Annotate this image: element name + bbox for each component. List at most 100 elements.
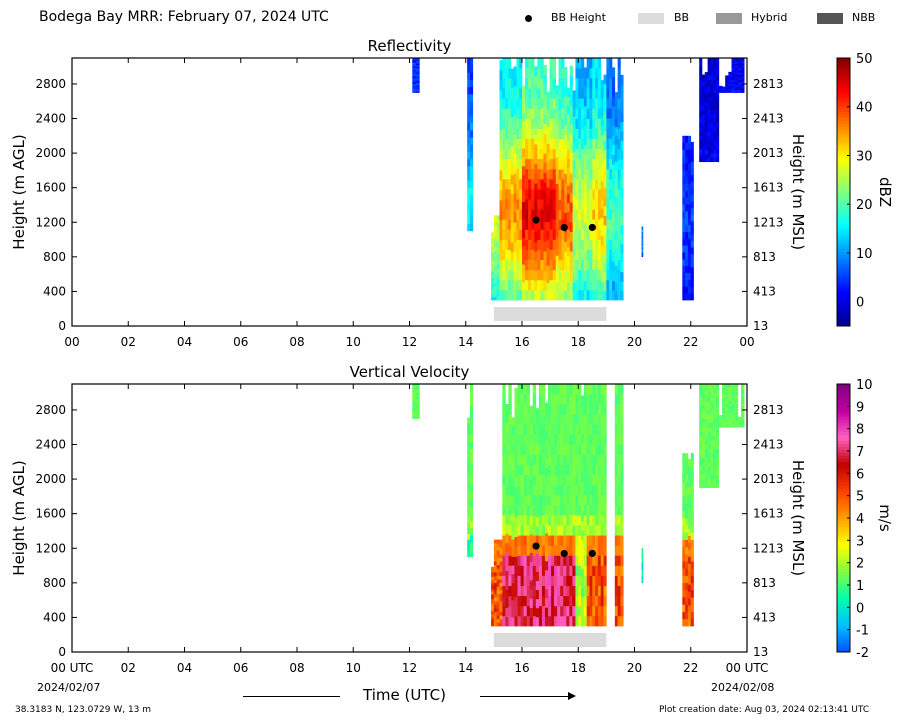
data-cell bbox=[704, 448, 708, 454]
data-cell bbox=[491, 291, 495, 295]
data-cell bbox=[549, 158, 553, 170]
colorbar-segment bbox=[837, 598, 850, 602]
data-cell bbox=[685, 597, 689, 605]
data-cell bbox=[690, 207, 694, 215]
data-cell bbox=[690, 481, 694, 490]
data-cell bbox=[737, 425, 742, 427]
data-cell bbox=[505, 515, 509, 525]
data-cell bbox=[554, 474, 558, 486]
data-cell bbox=[710, 88, 714, 93]
data-cell bbox=[507, 78, 512, 89]
data-cell bbox=[532, 474, 537, 486]
data-cell bbox=[525, 128, 529, 139]
data-cell bbox=[569, 182, 573, 193]
data-cell bbox=[710, 131, 714, 137]
data-cell bbox=[600, 424, 604, 435]
data-cell bbox=[540, 259, 544, 271]
data-cell bbox=[552, 148, 557, 160]
data-cell bbox=[583, 424, 587, 435]
colorbar-segment bbox=[837, 452, 850, 456]
data-cell bbox=[583, 261, 587, 272]
data-cell bbox=[513, 66, 517, 77]
data-cell bbox=[734, 411, 739, 414]
data-cell bbox=[502, 434, 506, 445]
data-cell bbox=[563, 515, 567, 526]
data-cell bbox=[614, 595, 618, 607]
data-cell bbox=[549, 289, 553, 301]
data-cell bbox=[572, 265, 576, 275]
data-cell bbox=[687, 542, 692, 550]
data-cell bbox=[710, 392, 714, 398]
data-cell bbox=[737, 59, 742, 62]
data-cell bbox=[496, 233, 500, 237]
data-cell bbox=[555, 192, 559, 202]
colorbar-segment bbox=[837, 518, 850, 522]
data-cell bbox=[702, 470, 706, 476]
data-cell bbox=[575, 474, 579, 486]
data-cell bbox=[491, 613, 495, 617]
data-cell bbox=[589, 454, 593, 465]
colorbar-segment bbox=[837, 565, 850, 570]
data-cell bbox=[718, 416, 723, 417]
data-cell bbox=[540, 128, 544, 139]
data-cell bbox=[614, 575, 618, 587]
data-cell bbox=[505, 289, 509, 301]
data-cell bbox=[415, 392, 420, 395]
data-cell bbox=[641, 565, 644, 568]
data-cell bbox=[728, 76, 732, 78]
data-cell bbox=[641, 241, 644, 244]
data-cell bbox=[641, 246, 644, 249]
data-cell bbox=[566, 464, 570, 476]
data-cell bbox=[572, 474, 576, 486]
data-cell bbox=[517, 474, 521, 486]
data-cell bbox=[517, 414, 521, 425]
data-cell bbox=[699, 396, 703, 402]
legend-hybrid-swatch bbox=[716, 13, 742, 24]
data-cell bbox=[710, 405, 714, 411]
data-cell bbox=[734, 88, 739, 90]
data-cell bbox=[543, 65, 547, 76]
data-cell bbox=[600, 434, 604, 445]
data-cell bbox=[528, 168, 532, 180]
data-cell bbox=[600, 474, 604, 486]
data-cell bbox=[609, 98, 613, 109]
data-cell bbox=[685, 604, 689, 612]
data-cell bbox=[538, 434, 543, 445]
data-cell bbox=[581, 269, 585, 281]
data-cell bbox=[620, 103, 624, 113]
data-cell bbox=[541, 565, 546, 576]
data-cell bbox=[586, 494, 590, 506]
data-cell bbox=[586, 209, 590, 220]
data-cell bbox=[710, 466, 714, 471]
data-cell bbox=[595, 494, 599, 506]
data-cell bbox=[704, 418, 708, 424]
data-cell bbox=[690, 214, 694, 222]
data-cell bbox=[535, 453, 540, 464]
data-cell bbox=[563, 535, 567, 546]
data-cell bbox=[523, 505, 527, 516]
data-column bbox=[699, 384, 720, 489]
data-cell bbox=[606, 179, 610, 190]
data-cell bbox=[707, 427, 711, 432]
data-cell bbox=[575, 505, 579, 516]
data-cell bbox=[572, 273, 576, 283]
data-cell bbox=[702, 96, 706, 101]
data-cell bbox=[592, 414, 596, 425]
data-cell bbox=[499, 280, 503, 291]
data-cell bbox=[578, 269, 582, 281]
colorbar-segment bbox=[837, 108, 850, 112]
data-cell bbox=[682, 590, 686, 598]
data-cell bbox=[567, 123, 571, 133]
data-cell bbox=[511, 617, 515, 627]
data-cell bbox=[467, 516, 471, 523]
data-cell bbox=[491, 294, 495, 298]
data-cell bbox=[569, 615, 573, 627]
data-cell bbox=[520, 575, 524, 587]
data-cell bbox=[412, 417, 417, 419]
data-cell bbox=[741, 65, 745, 67]
data-cell bbox=[566, 515, 570, 526]
data-cell bbox=[517, 424, 521, 435]
data-cell bbox=[583, 484, 587, 496]
data-cell bbox=[589, 118, 593, 129]
data-cell bbox=[566, 384, 570, 395]
